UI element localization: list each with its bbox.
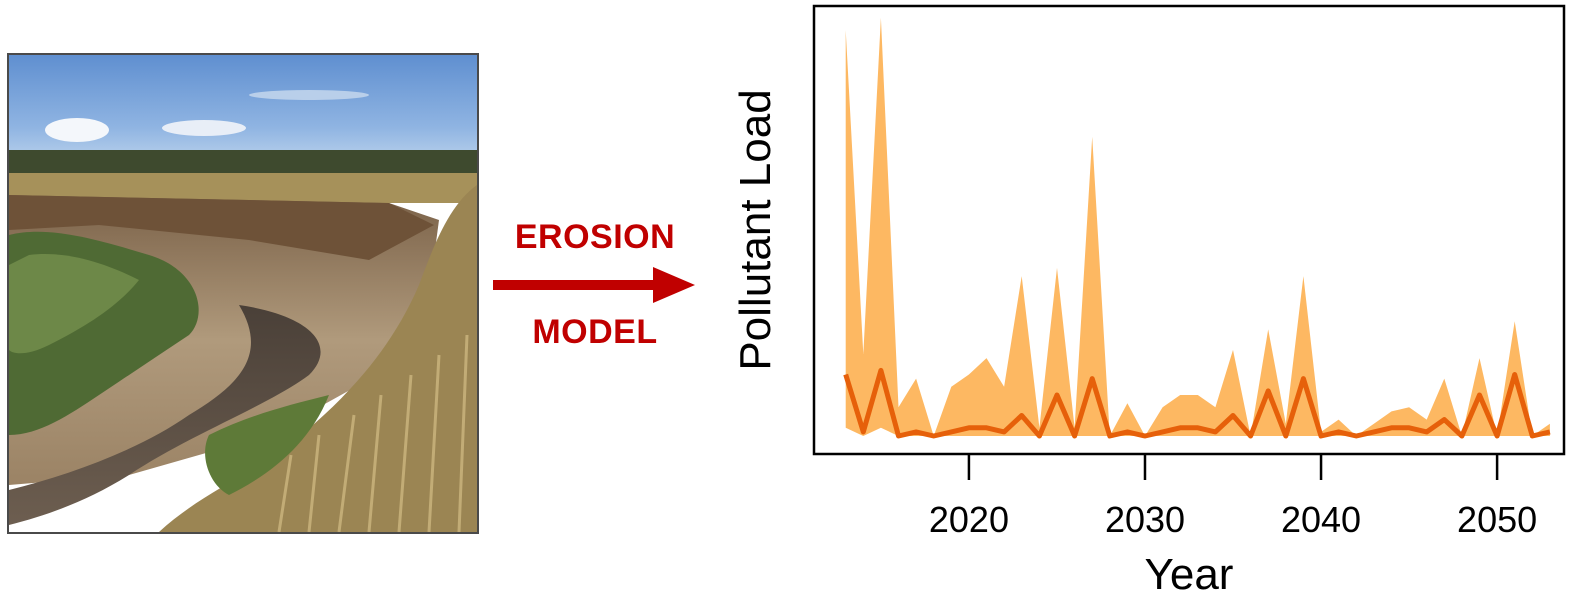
stream-bank-photo	[7, 53, 479, 534]
x-tick-label: 2020	[929, 499, 1009, 540]
arrow-head	[653, 267, 695, 303]
cloud	[162, 120, 246, 136]
uncertainty-band	[845, 17, 1550, 437]
x-tick-label: 2040	[1281, 499, 1361, 540]
y-axis-label: Pollutant Load	[731, 89, 780, 370]
x-tick-label: 2050	[1457, 499, 1537, 540]
eroded-stream-illustration	[9, 55, 477, 532]
mean-line	[843, 367, 1551, 439]
arrow-shaft	[493, 280, 658, 290]
x-axis-ticks: 2020 2030 2040 2050	[929, 454, 1537, 540]
right-grass	[159, 185, 477, 532]
right-arrow-icon	[493, 267, 695, 303]
arrow-label-erosion: EROSION	[514, 218, 676, 256]
cloud	[249, 90, 369, 100]
grass-strands	[277, 334, 469, 532]
right-grass-green	[205, 395, 329, 495]
bank-shadow	[9, 195, 434, 260]
x-axis-label: Year	[1145, 550, 1234, 599]
pollutant-load-chart: 2020 2030 2040 2050 Year Pollutant Load	[731, 4, 1566, 599]
cloud	[45, 118, 109, 142]
left-shrubs-highlight	[9, 254, 139, 354]
x-tick-label: 2030	[1105, 499, 1185, 540]
plot-frame	[812, 4, 1566, 456]
stream-water	[9, 305, 321, 525]
plot-layer	[843, 17, 1551, 439]
arrow-label-model: MODEL	[532, 313, 658, 351]
